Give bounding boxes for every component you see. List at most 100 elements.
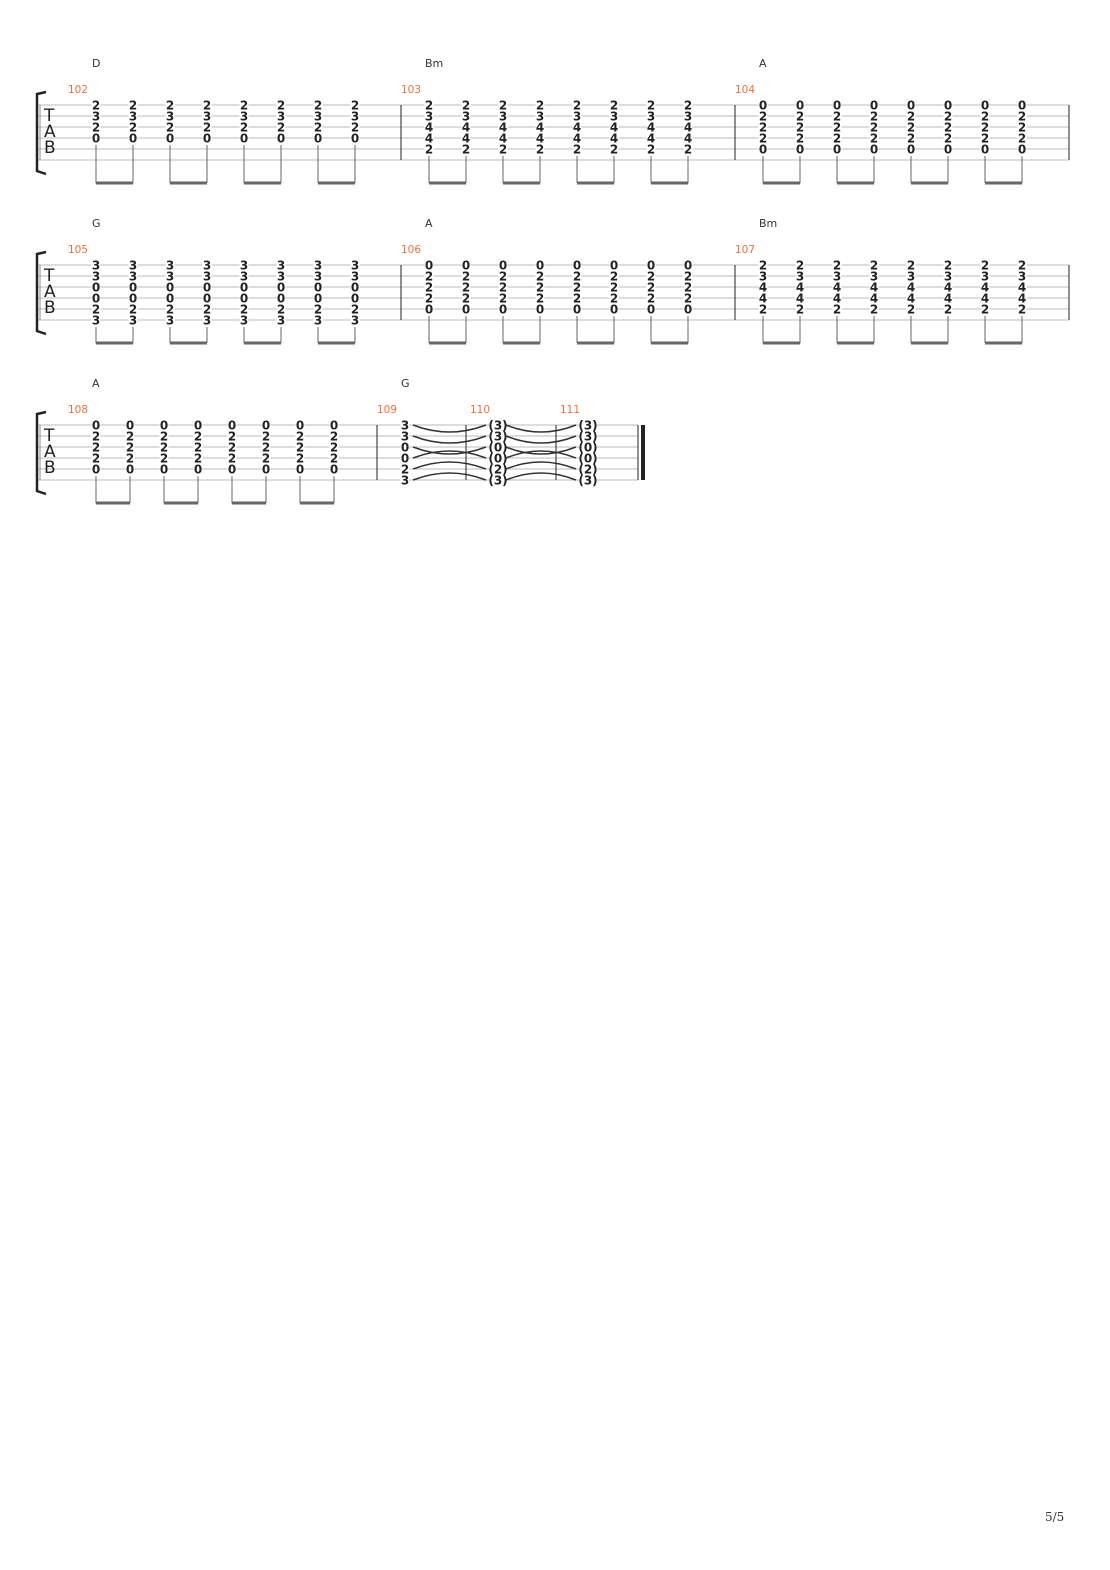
fret-background: [313, 100, 323, 110]
fret-number: 4: [1018, 292, 1026, 306]
fret-number: 2: [240, 303, 248, 317]
fret-number: 4: [536, 132, 544, 146]
fret-background: [91, 304, 101, 314]
fret-background: [832, 304, 842, 314]
fret-background: [1017, 100, 1027, 110]
measure-number: 105: [68, 244, 88, 256]
fret-background: [1017, 293, 1027, 303]
fret-number: 0: [330, 463, 338, 477]
fret-background: [980, 144, 990, 154]
fret-background: [646, 293, 656, 303]
fret-number: 3: [166, 314, 174, 328]
fret-background: [943, 260, 953, 270]
fret-number: 2: [203, 121, 211, 135]
fret-number: 2: [296, 452, 304, 466]
fret-number: 2: [351, 303, 359, 317]
fret-background: [350, 315, 360, 325]
final-barline-thick: [641, 425, 645, 480]
fret-number: 2: [314, 121, 322, 135]
fret-number: 2: [425, 143, 433, 157]
fret-number: 2: [92, 430, 100, 444]
fret-background: [832, 133, 842, 143]
fret-background: [489, 453, 507, 463]
fret-number: 2: [647, 270, 655, 284]
fret-background: [461, 144, 471, 154]
fret-background: [313, 271, 323, 281]
fret-number: 4: [425, 132, 433, 146]
fret-number: 4: [499, 121, 507, 135]
fret-number: 2: [684, 281, 692, 295]
fret-background: [489, 475, 507, 485]
fret-background: [128, 133, 138, 143]
fret-number: 2: [833, 303, 841, 317]
fret-number: 2: [536, 281, 544, 295]
fret-background: [202, 111, 212, 121]
fret-number: 3: [351, 110, 359, 124]
fret-number: 2: [796, 303, 804, 317]
fret-background: [125, 442, 135, 452]
fret-background: [91, 100, 101, 110]
fret-number: 3: [240, 259, 248, 273]
fret-background: [128, 111, 138, 121]
fret-number: 2: [759, 303, 767, 317]
fret-background: [424, 144, 434, 154]
fret-number: 2: [981, 132, 989, 146]
fret-number: 3: [129, 270, 137, 284]
fret-background: [832, 260, 842, 270]
fret-background: [609, 282, 619, 292]
tie-curve: [505, 424, 577, 433]
fret-number: 2: [92, 441, 100, 455]
fret-number: (0): [578, 441, 597, 455]
fret-background: [227, 431, 237, 441]
fret-background: [91, 122, 101, 132]
fret-background: [202, 133, 212, 143]
fret-number: 4: [944, 281, 952, 295]
fret-background: [128, 282, 138, 292]
fret-number: 2: [796, 259, 804, 273]
fret-number: 2: [499, 270, 507, 284]
fret-number: 2: [944, 259, 952, 273]
fret-background: [461, 100, 471, 110]
fret-background: [165, 260, 175, 270]
fret-background: [943, 271, 953, 281]
fret-background: [832, 144, 842, 154]
fret-number: 0: [536, 303, 544, 317]
fret-number: 2: [160, 441, 168, 455]
fret-background: [1017, 144, 1027, 154]
fret-number: 2: [907, 259, 915, 273]
fret-background: [1017, 282, 1027, 292]
tab-system: TAB102D232023202320232023202320232023201…: [35, 57, 1070, 185]
fret-background: [276, 315, 286, 325]
tie-curve: [412, 435, 487, 444]
fret-number: 0: [351, 132, 359, 146]
fret-background: [276, 133, 286, 143]
fret-background: [572, 260, 582, 270]
fret-number: 2: [92, 452, 100, 466]
fret-number: 2: [573, 292, 581, 306]
fret-background: [125, 420, 135, 430]
fret-number: 0: [870, 143, 878, 157]
fret-background: [125, 453, 135, 463]
fret-background: [159, 464, 169, 474]
measure-number: 108: [68, 404, 88, 416]
fret-number: 3: [351, 259, 359, 273]
measure-number: 103: [401, 84, 421, 96]
fret-background: [125, 464, 135, 474]
fret-background: [943, 144, 953, 154]
fret-number: (3): [578, 430, 597, 444]
tie-curve: [412, 446, 487, 455]
fret-background: [313, 304, 323, 314]
fret-number: 3: [401, 474, 409, 488]
fret-number: 4: [425, 121, 433, 135]
fret-background: [498, 111, 508, 121]
chord-name: D: [92, 57, 100, 70]
tab-clef-letter: A: [44, 122, 56, 142]
fret-number: 2: [536, 143, 544, 157]
fret-number: 3: [462, 110, 470, 124]
fret-background: [261, 420, 271, 430]
fret-number: 2: [907, 132, 915, 146]
fret-number: 3: [351, 314, 359, 328]
fret-number: 2: [330, 441, 338, 455]
fret-number: 3: [203, 270, 211, 284]
